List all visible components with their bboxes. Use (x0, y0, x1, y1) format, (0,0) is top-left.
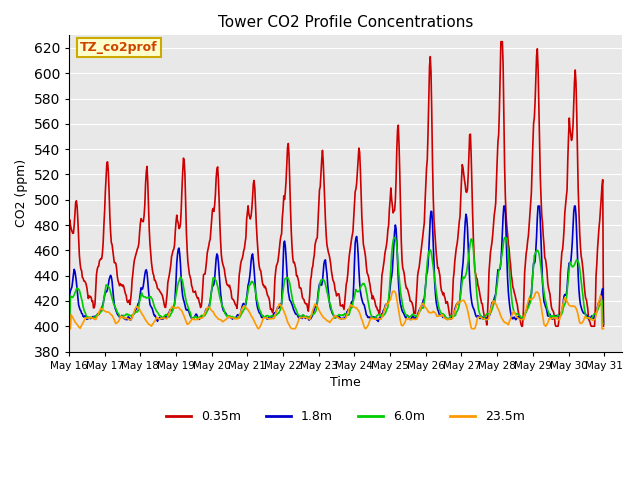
Line: 1.8m: 1.8m (69, 206, 604, 324)
X-axis label: Time: Time (330, 376, 361, 389)
Legend: 0.35m, 1.8m, 6.0m, 23.5m: 0.35m, 1.8m, 6.0m, 23.5m (161, 405, 530, 428)
Title: Tower CO2 Profile Concentrations: Tower CO2 Profile Concentrations (218, 15, 473, 30)
Line: 6.0m: 6.0m (69, 238, 604, 324)
Line: 0.35m: 0.35m (69, 42, 604, 326)
Y-axis label: CO2 (ppm): CO2 (ppm) (15, 159, 28, 228)
Line: 23.5m: 23.5m (69, 291, 604, 329)
Text: TZ_co2prof: TZ_co2prof (80, 41, 157, 54)
